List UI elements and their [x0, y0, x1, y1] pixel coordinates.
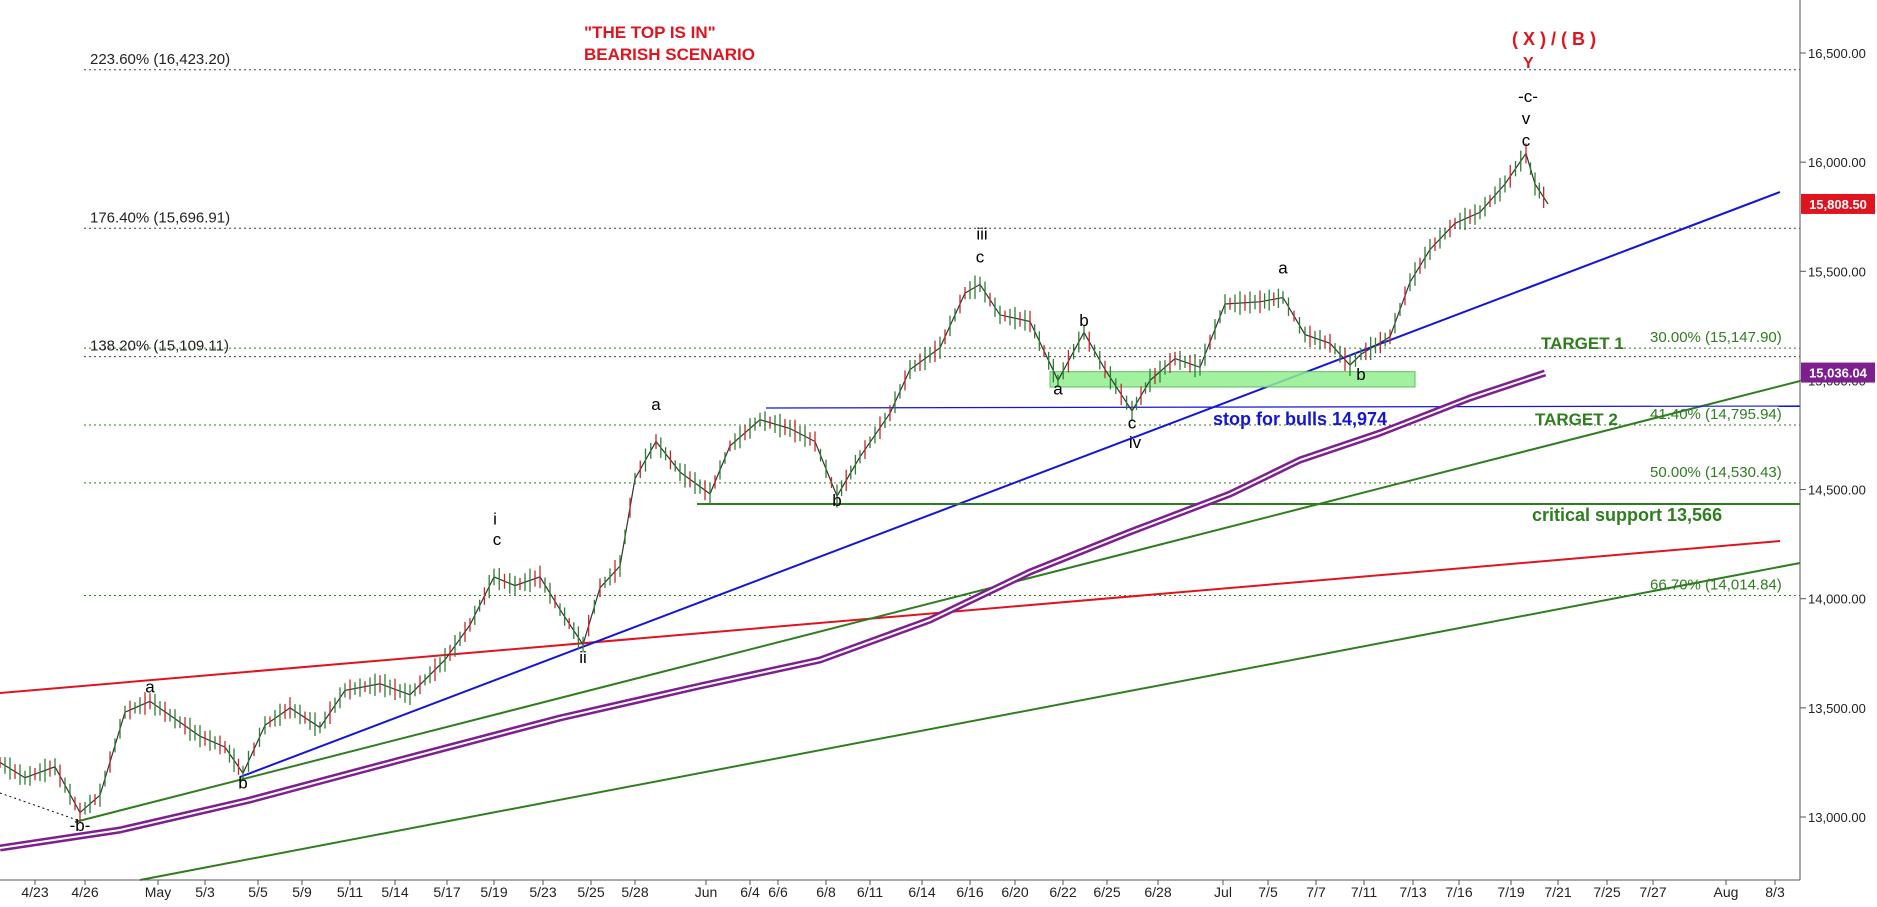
fib-level-label-right-0: 30.00% (15,147.90) [1650, 329, 1782, 346]
top-label-x-b: ( X ) / ( B ) [1512, 29, 1596, 49]
x-tick-label-29: 7/16 [1445, 884, 1472, 900]
y-axis-panel [1800, 0, 1877, 902]
critical-support-label: critical support 13,566 [1532, 505, 1722, 525]
y-tick-label-7: 16,500.00 [1808, 46, 1866, 61]
wave-label-12: c [1128, 413, 1137, 432]
price-badge-1 [1801, 362, 1875, 383]
x-tick-label-35: 8/3 [1765, 884, 1785, 900]
x-tick-label-14: 6/4 [740, 884, 760, 900]
fib-level-label-right-1: 41.40% (14,795.94) [1650, 406, 1782, 423]
x-tick-label-32: 7/25 [1593, 884, 1620, 900]
x-tick-label-4: 5/5 [248, 884, 268, 900]
y-tick-label-5: 15,500.00 [1808, 264, 1866, 279]
target1-label: TARGET 1 [1541, 334, 1624, 353]
wave-label-18: -c- [1518, 87, 1538, 106]
title-line-1: "THE TOP IS IN" [584, 23, 716, 42]
x-tick-label-18: 6/14 [908, 884, 935, 900]
x-tick-label-2: May [145, 884, 171, 900]
wave-label-11: a [1053, 380, 1063, 399]
x-tick-label-26: 7/7 [1306, 884, 1326, 900]
blue-stop-line [765, 405, 1801, 409]
x-tick-label-12: 5/28 [621, 884, 648, 900]
fib-level-label-left-2: 138.20% (15,109.11) [90, 338, 229, 355]
price-badge-label-1: 15,036.04 [1809, 366, 1868, 381]
x-tick-label-28: 7/13 [1399, 884, 1426, 900]
wave-label-16: c [1522, 131, 1531, 150]
consolidation-zone [1049, 371, 1416, 388]
wave-label-8: iii [976, 225, 987, 244]
x-tick-label-5: 5/9 [292, 884, 312, 900]
x-tick-label-25: 7/5 [1258, 884, 1278, 900]
green-channel-line-upper [74, 380, 1801, 823]
x-tick-label-10: 5/23 [529, 884, 556, 900]
fib-level-label-right-2: 50.00% (14,530.43) [1650, 464, 1782, 481]
target2-label: TARGET 2 [1535, 410, 1618, 429]
y-tick-label-1: 13,500.00 [1808, 701, 1866, 716]
x-tick-label-17: 6/11 [857, 884, 883, 900]
top-label-y: Y [1523, 55, 1534, 72]
moving-average-outer [0, 369, 1547, 852]
x-tick-label-1: 4/26 [71, 884, 98, 900]
moving-average-inner [0, 372, 1546, 849]
wave-label-2: b [238, 774, 247, 793]
fib-level-label-left-0: 223.60% (16,423.20) [90, 51, 230, 68]
x-tick-label-16: 6/8 [816, 884, 836, 900]
x-tick-label-27: 7/11 [1351, 884, 1377, 900]
wave-label-0: -b- [70, 816, 91, 835]
red-resistance-line [0, 540, 1781, 694]
wave-label-9: c [976, 248, 985, 267]
price-line [0, 152, 1549, 814]
wave-label-4: c [493, 530, 502, 549]
stop-for-bulls-label: stop for bulls 14,974 [1213, 409, 1387, 429]
dotted-wave-line [0, 792, 81, 822]
wave-label-14: a [1278, 258, 1288, 277]
price-badge-label-0: 15,808.50 [1809, 197, 1867, 212]
blue-uptrend-line [239, 191, 1781, 778]
x-tick-label-24: Jul [1214, 884, 1232, 900]
fib-level-label-right-3: 66.70% (14,014.84) [1650, 576, 1782, 593]
x-tick-label-22: 6/25 [1093, 884, 1120, 900]
wave-label-17: v [1522, 109, 1531, 128]
wave-label-7: b [832, 491, 841, 510]
x-tick-label-8: 5/17 [433, 884, 460, 900]
x-tick-label-33: 7/27 [1639, 884, 1666, 900]
x-tick-label-15: 6/6 [768, 884, 788, 900]
x-tick-label-21: 6/22 [1049, 884, 1076, 900]
wave-label-13: iv [1129, 433, 1142, 452]
x-tick-label-23: 6/28 [1144, 884, 1171, 900]
x-tick-label-20: 6/20 [1001, 884, 1028, 900]
y-tick-label-3: 14,500.00 [1808, 483, 1866, 498]
y-tick-label-2: 14,000.00 [1808, 592, 1866, 607]
y-tick-label-6: 16,000.00 [1808, 155, 1866, 170]
fib-level-label-left-1: 176.40% (15,696.91) [90, 209, 230, 226]
wave-label-1: a [145, 678, 155, 697]
price-badge-0 [1801, 193, 1875, 214]
x-tick-label-31: 7/21 [1544, 884, 1571, 900]
x-tick-label-7: 5/14 [381, 884, 408, 900]
wave-label-10: b [1079, 311, 1088, 330]
x-tick-label-3: 5/3 [195, 884, 215, 900]
x-tick-label-6: 5/11 [337, 884, 363, 900]
x-tick-label-9: 5/19 [480, 884, 507, 900]
x-tick-label-19: 6/16 [956, 884, 983, 900]
title-line-2: BEARISH SCENARIO [584, 45, 755, 64]
x-tick-label-13: Jun [695, 884, 718, 900]
x-tick-label-0: 4/23 [21, 884, 48, 900]
y-tick-label-0: 13,000.00 [1808, 810, 1866, 825]
x-tick-label-11: 5/25 [577, 884, 604, 900]
x-tick-label-34: Aug [1714, 884, 1739, 900]
wave-label-5: ii [579, 648, 587, 667]
x-tick-label-30: 7/19 [1497, 884, 1524, 900]
wave-label-3: i [493, 509, 497, 528]
green-channel-line-lower [139, 562, 1801, 881]
wave-label-15: b [1356, 365, 1365, 384]
wave-label-6: a [651, 395, 661, 414]
